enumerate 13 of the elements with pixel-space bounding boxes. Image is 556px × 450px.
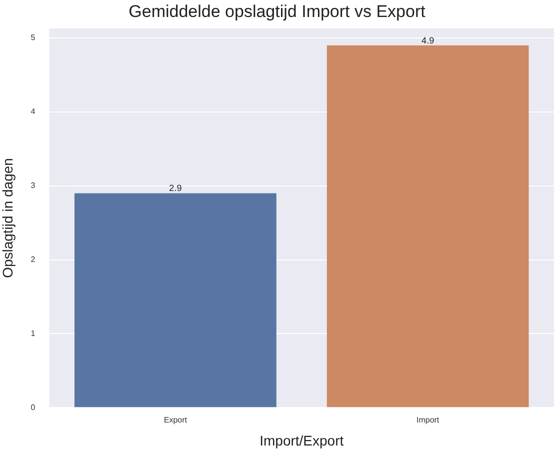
y-tick-label: 1 (30, 328, 36, 338)
x-axis-title: Import/Export (260, 432, 344, 448)
chart-title: Gemiddelde opslagtijd Import vs Export (128, 2, 426, 21)
data-label: 2.9 (169, 183, 182, 194)
y-axis-title: Opslagtijd in dagen (0, 158, 16, 278)
y-tick-label: 5 (30, 33, 36, 42)
y-tick-label: 0 (30, 402, 36, 412)
data-label: 4.9 (422, 35, 434, 46)
y-tick-label: 3 (30, 181, 36, 190)
y-tick-label: 4 (30, 107, 36, 116)
y-tick-label: 2 (30, 254, 36, 264)
x-tick-label: Export (164, 416, 188, 425)
x-tick-label: Import (416, 416, 440, 425)
